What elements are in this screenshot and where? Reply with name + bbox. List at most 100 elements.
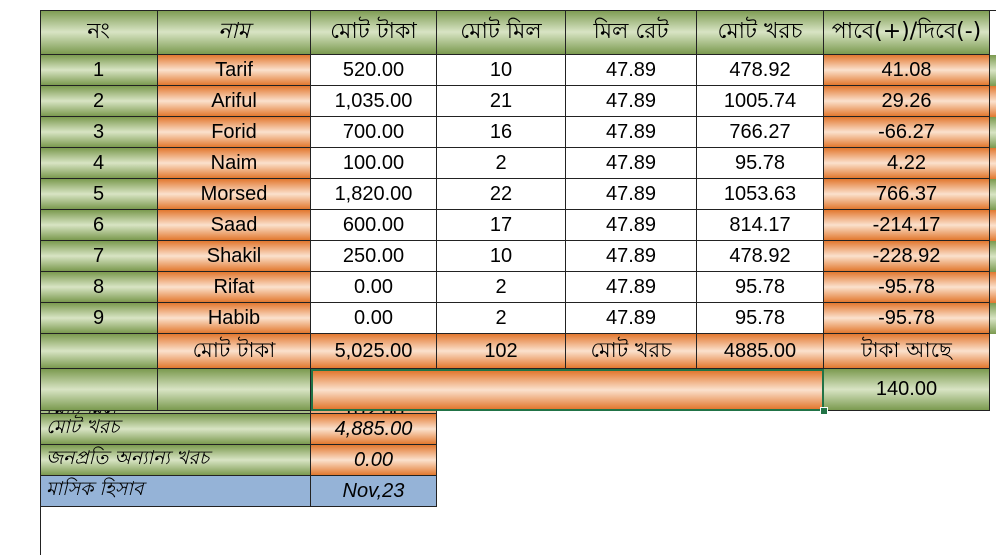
cell-name[interactable]: Naim [158, 148, 311, 179]
cell-name[interactable]: Shakil [158, 241, 311, 272]
cell-total-meals[interactable]: 22 [437, 179, 566, 210]
cell-serial[interactable]: 8 [40, 272, 158, 303]
cell-balance[interactable]: -228.92 [824, 241, 990, 272]
totals-blank-cell[interactable] [40, 334, 158, 369]
cell-total-taka[interactable]: 250.00 [311, 241, 437, 272]
adjacent-column-edge [990, 210, 996, 241]
cell-balance[interactable]: 29.26 [824, 86, 990, 117]
header-meal-rate[interactable]: মিল রেট [566, 10, 697, 55]
cell-total-taka[interactable]: 1,035.00 [311, 86, 437, 117]
cell-total-meals[interactable]: 2 [437, 303, 566, 334]
summary-label[interactable]: জনপ্রতি অন্যান্য খরচ [40, 445, 311, 476]
total-taka-label[interactable]: মোট টাকা [158, 334, 311, 369]
summary-label[interactable]: মোট মিল [40, 411, 311, 414]
cell-total-taka[interactable]: 0.00 [311, 272, 437, 303]
cell-meal-rate[interactable]: 47.89 [566, 86, 697, 117]
summary-value[interactable]: 0.00 [311, 445, 437, 476]
cell-name[interactable]: Morsed [158, 179, 311, 210]
summary-value[interactable]: Nov,23 [311, 476, 437, 507]
sheet-left-border [40, 10, 41, 555]
cell-total-cost[interactable]: 95.78 [697, 148, 824, 179]
cell-serial[interactable]: 9 [40, 303, 158, 334]
cell-name[interactable]: Saad [158, 210, 311, 241]
summary-label[interactable]: মোট খরচ [40, 414, 311, 445]
cell-total-meals[interactable]: 10 [437, 55, 566, 86]
cell-total-meals[interactable]: 2 [437, 148, 566, 179]
cell-meal-rate[interactable]: 47.89 [566, 272, 697, 303]
cell-total-cost[interactable]: 478.92 [697, 241, 824, 272]
cell-total-cost[interactable]: 95.78 [697, 272, 824, 303]
extra-blank-cell[interactable] [158, 369, 311, 411]
header-serial[interactable]: নং [40, 10, 158, 55]
total-cost-label[interactable]: মোট খরচ [566, 334, 697, 369]
cell-name[interactable]: Ariful [158, 86, 311, 117]
cell-total-taka[interactable]: 600.00 [311, 210, 437, 241]
cell-total-meals[interactable]: 2 [437, 272, 566, 303]
cell-total-cost[interactable]: 1005.74 [697, 86, 824, 117]
cell-meal-rate[interactable]: 47.89 [566, 303, 697, 334]
cell-serial[interactable]: 1 [40, 55, 158, 86]
total-taka-value[interactable]: 5,025.00 [311, 334, 437, 369]
cell-name[interactable]: Rifat [158, 272, 311, 303]
cell-meal-rate[interactable]: 47.89 [566, 117, 697, 148]
adjacent-column-edge [990, 148, 996, 179]
adjacent-column-edge [990, 117, 996, 148]
header-name[interactable]: নাম [158, 10, 311, 55]
cell-total-cost[interactable]: 814.17 [697, 210, 824, 241]
header-total-meals[interactable]: মোট মিল [437, 10, 566, 55]
cell-balance[interactable]: -95.78 [824, 272, 990, 303]
cell-name[interactable]: Habib [158, 303, 311, 334]
cell-total-cost[interactable]: 766.27 [697, 117, 824, 148]
summary-value[interactable]: 102.00 [311, 411, 437, 414]
cell-total-cost[interactable]: 1053.63 [697, 179, 824, 210]
adjacent-column-edge [990, 86, 996, 117]
cell-serial[interactable]: 3 [40, 117, 158, 148]
summary-value[interactable]: 4,885.00 [311, 414, 437, 445]
adjacent-column-edge [990, 55, 996, 86]
cell-meal-rate[interactable]: 47.89 [566, 241, 697, 272]
cell-total-taka[interactable]: 520.00 [311, 55, 437, 86]
header-total-taka[interactable]: মোট টাকা [311, 10, 437, 55]
cell-serial[interactable]: 4 [40, 148, 158, 179]
cell-total-meals[interactable]: 17 [437, 210, 566, 241]
cell-name[interactable]: Tarif [158, 55, 311, 86]
cell-balance[interactable]: -66.27 [824, 117, 990, 148]
cell-total-cost[interactable]: 478.92 [697, 55, 824, 86]
cell-serial[interactable]: 6 [40, 210, 158, 241]
summary-label[interactable]: মাসিক হিসাব [40, 476, 311, 507]
cell-serial[interactable]: 2 [40, 86, 158, 117]
adjacent-column-edge [990, 272, 996, 303]
cell-total-meals[interactable]: 16 [437, 117, 566, 148]
cell-balance[interactable]: -95.78 [824, 303, 990, 334]
cell-serial[interactable]: 7 [40, 241, 158, 272]
cell-balance[interactable]: 41.08 [824, 55, 990, 86]
cell-balance[interactable]: 4.22 [824, 148, 990, 179]
adjacent-column-edge [990, 179, 996, 210]
cell-meal-rate[interactable]: 47.89 [566, 148, 697, 179]
cell-meal-rate[interactable]: 47.89 [566, 179, 697, 210]
cell-total-taka[interactable]: 0.00 [311, 303, 437, 334]
adjacent-column-edge [990, 303, 996, 334]
header-total-cost[interactable]: মোট খরচ [697, 10, 824, 55]
cash-in-hand-value[interactable]: 140.00 [824, 369, 990, 411]
total-meals-value[interactable]: 102 [437, 334, 566, 369]
cell-balance[interactable]: -214.17 [824, 210, 990, 241]
sheet-top-border [40, 10, 996, 11]
cell-total-taka[interactable]: 700.00 [311, 117, 437, 148]
extra-blank-cell[interactable] [40, 369, 158, 411]
cell-balance[interactable]: 766.37 [824, 179, 990, 210]
cell-total-cost[interactable]: 95.78 [697, 303, 824, 334]
fill-handle[interactable] [820, 407, 828, 415]
cell-total-taka[interactable]: 1,820.00 [311, 179, 437, 210]
cell-total-meals[interactable]: 10 [437, 241, 566, 272]
header-balance[interactable]: পাবে(+)/দিবে(-) [824, 10, 990, 55]
cell-meal-rate[interactable]: 47.89 [566, 55, 697, 86]
cash-in-hand-label[interactable]: টাকা আছে [824, 334, 990, 369]
cell-serial[interactable]: 5 [40, 179, 158, 210]
cell-name[interactable]: Forid [158, 117, 311, 148]
cell-meal-rate[interactable]: 47.89 [566, 210, 697, 241]
cell-total-meals[interactable]: 21 [437, 86, 566, 117]
cell-total-taka[interactable]: 100.00 [311, 148, 437, 179]
total-cost-value[interactable]: 4885.00 [697, 334, 824, 369]
merged-selected-cell[interactable] [311, 369, 824, 411]
